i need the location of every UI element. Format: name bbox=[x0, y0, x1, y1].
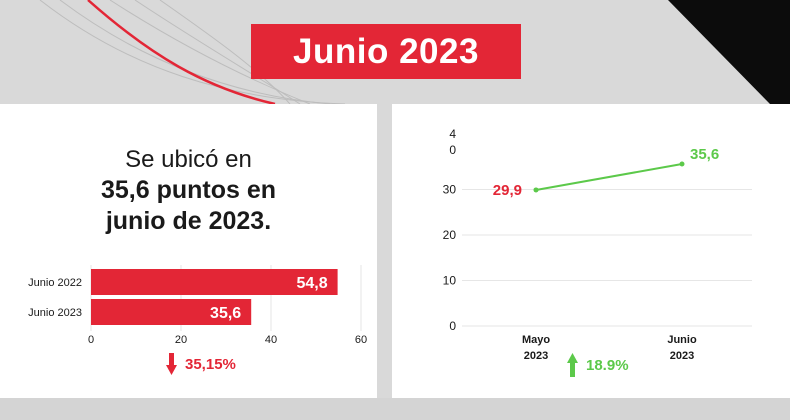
x-tick-label: 2023 bbox=[670, 350, 694, 362]
bottom-strip bbox=[0, 398, 790, 420]
x-tick-label: Junio bbox=[667, 334, 697, 346]
monthly-change-value: 18.9% bbox=[586, 356, 629, 374]
headline-line-1: Se ubicó en bbox=[125, 146, 252, 173]
y-tick-label-top-1: 4 bbox=[449, 127, 456, 141]
data-point bbox=[533, 187, 539, 193]
bar-chart-panel: Se ubicó en 35,6 puntos en junio de 2023… bbox=[0, 104, 377, 398]
y-tick-label: 10 bbox=[443, 274, 457, 288]
arrow-up-icon bbox=[567, 353, 578, 377]
data-point bbox=[679, 161, 685, 167]
category-label: Junio 2022 bbox=[28, 277, 82, 289]
bar bbox=[91, 269, 338, 295]
arrow-down-icon bbox=[166, 353, 177, 375]
data-label: 29,9 bbox=[493, 182, 522, 199]
y-tick-label-top-2: 0 bbox=[449, 143, 456, 157]
bar bbox=[91, 299, 252, 325]
y-tick-label: 0 bbox=[449, 319, 456, 333]
x-tick-label: 40 bbox=[265, 334, 277, 346]
line-chart-panel: 0 10 20 30 4 0 29,9 35,6 Mayo 2023 Junio 2023 18.9% bbox=[392, 104, 790, 398]
y-tick-label: 30 bbox=[443, 183, 457, 197]
headline-line-3: junio de 2023. bbox=[105, 207, 272, 235]
series-line bbox=[535, 163, 683, 191]
x-tick-label: 2023 bbox=[524, 350, 548, 362]
monthly-change: 18.9% bbox=[567, 353, 629, 377]
y-tick-label: 20 bbox=[443, 228, 457, 242]
category-label: Junio 2023 bbox=[28, 307, 82, 319]
page-title: Junio 2023 bbox=[251, 24, 521, 79]
x-tick-label: Mayo bbox=[522, 334, 550, 346]
headline: Se ubicó en 35,6 puntos en junio de 2023… bbox=[0, 144, 377, 237]
bar-chart: 0 20 40 60 Junio 2022 54,8 Junio 2023 35,6 bbox=[28, 265, 367, 346]
bar-value-label: 35,6 bbox=[210, 305, 241, 322]
yearly-change-value: 35,15% bbox=[185, 355, 236, 373]
headline-line-2: 35,6 puntos en bbox=[100, 176, 277, 204]
x-tick-label: 0 bbox=[88, 334, 94, 346]
x-tick-label: 60 bbox=[355, 334, 367, 346]
data-label: 35,6 bbox=[690, 146, 719, 163]
bar-value-label: 54,8 bbox=[296, 275, 327, 292]
yearly-change: 35,15% bbox=[166, 353, 236, 375]
x-tick-label: 20 bbox=[175, 334, 187, 346]
